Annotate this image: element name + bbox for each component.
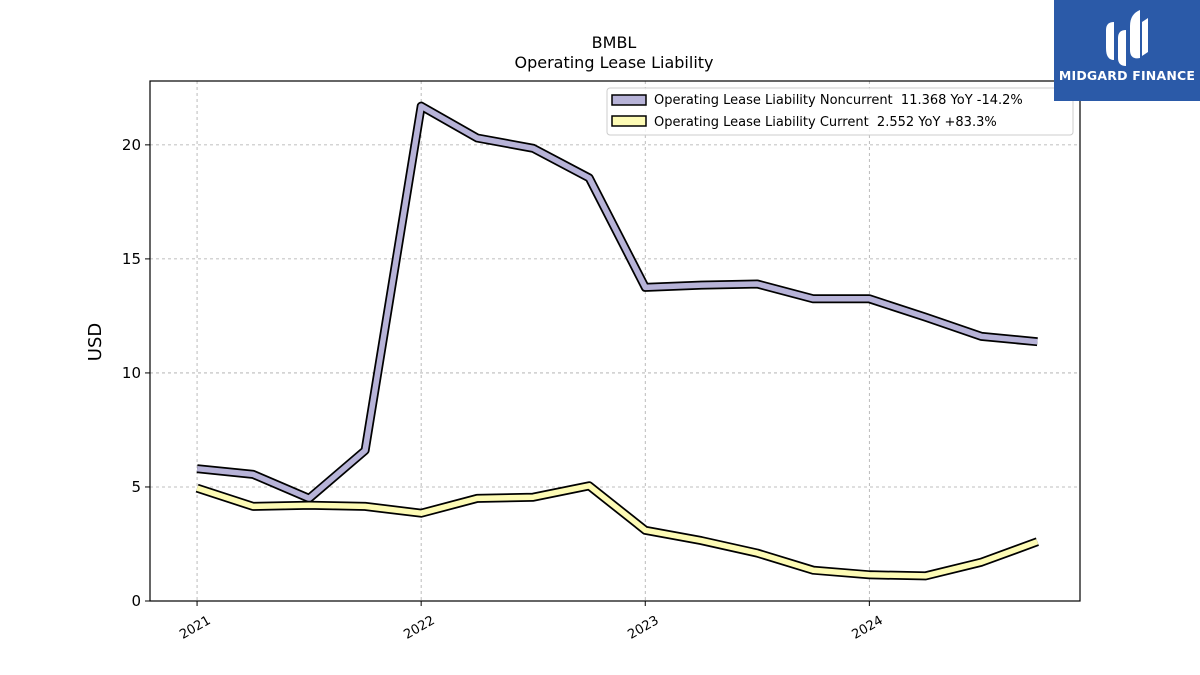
grid-lines bbox=[150, 81, 1080, 602]
series-layer bbox=[195, 101, 1039, 581]
brand-logo: MIDGARD FINANCE bbox=[1054, 0, 1200, 101]
y-tick-label: 5 bbox=[131, 478, 141, 496]
x-tick-label: 2021 bbox=[177, 613, 213, 643]
legend-label-current: Operating Lease Liability Current 2.552 … bbox=[654, 115, 997, 130]
y-tick-label: 20 bbox=[122, 136, 141, 154]
brand-name: MIDGARD FINANCE bbox=[1058, 68, 1196, 83]
y-tick-label: 15 bbox=[122, 250, 141, 268]
series-outline-2 bbox=[195, 481, 1039, 581]
x-tick-label: 2022 bbox=[401, 613, 437, 643]
brand-mark-icon bbox=[1106, 10, 1148, 66]
legend-label-noncurrent: Operating Lease Liability Noncurrent 11.… bbox=[654, 93, 1023, 108]
x-tick-label: 2024 bbox=[850, 613, 886, 643]
axis-ticks: 0 5 10 15 20 2021 2022 2023 2024 bbox=[122, 136, 886, 643]
series-line-1 bbox=[196, 103, 1038, 502]
legend-swatch-current bbox=[611, 115, 647, 127]
y-tick-label: 0 bbox=[131, 592, 141, 610]
series-line-2 bbox=[196, 483, 1039, 579]
legend-swatch-noncurrent bbox=[611, 94, 647, 106]
legend: Operating Lease Liability Noncurrent 11.… bbox=[606, 87, 1074, 136]
legend-box bbox=[606, 87, 1074, 136]
x-tick-label: 2023 bbox=[625, 613, 661, 643]
y-tick-label: 10 bbox=[122, 364, 141, 382]
series-outline-1 bbox=[196, 101, 1038, 503]
chart-title: BMBL bbox=[592, 33, 637, 52]
plot-frame bbox=[149, 80, 1081, 602]
chart-subtitle: Operating Lease Liability bbox=[514, 53, 713, 72]
y-axis-label: USD bbox=[85, 323, 106, 361]
